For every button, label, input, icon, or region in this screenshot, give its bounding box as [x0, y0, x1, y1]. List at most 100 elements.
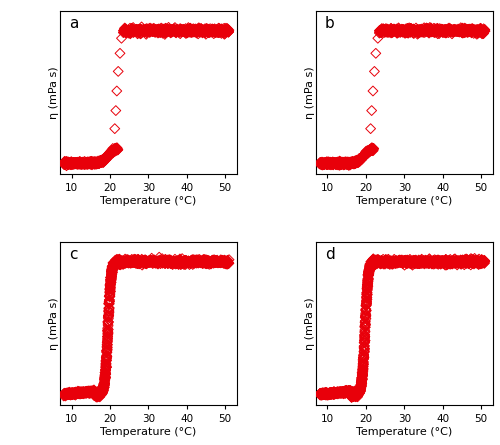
Point: [368, 146, 376, 154]
Point: [450, 28, 458, 35]
Point: [80, 158, 88, 165]
Point: [449, 27, 457, 34]
Point: [360, 337, 368, 344]
Point: [323, 389, 331, 396]
Point: [335, 389, 343, 396]
Point: [202, 258, 210, 265]
Point: [396, 26, 404, 33]
Point: [142, 260, 150, 267]
Point: [369, 145, 377, 152]
Point: [205, 258, 213, 265]
Point: [95, 389, 103, 396]
Point: [96, 158, 104, 166]
Point: [129, 27, 137, 34]
Point: [130, 28, 138, 35]
Point: [177, 261, 185, 268]
Point: [206, 25, 214, 32]
Point: [410, 26, 418, 33]
Point: [442, 26, 450, 33]
Point: [64, 391, 72, 398]
Point: [130, 28, 138, 35]
Point: [224, 28, 232, 35]
Point: [341, 159, 349, 166]
Point: [82, 388, 90, 395]
Point: [200, 26, 207, 33]
Point: [359, 358, 367, 365]
Point: [362, 306, 370, 313]
Point: [334, 161, 342, 168]
Point: [432, 257, 440, 264]
Point: [418, 258, 426, 265]
Point: [434, 261, 442, 268]
Point: [92, 392, 100, 399]
Point: [126, 258, 134, 265]
Point: [192, 259, 200, 266]
Point: [453, 28, 461, 35]
Point: [102, 356, 110, 363]
Point: [95, 389, 103, 396]
Point: [377, 260, 385, 267]
Point: [66, 158, 74, 166]
Point: [166, 258, 173, 265]
Point: [366, 147, 374, 154]
Point: [83, 389, 91, 396]
Point: [358, 375, 366, 382]
Point: [373, 258, 381, 265]
Point: [76, 388, 84, 395]
Point: [94, 389, 102, 396]
Point: [336, 389, 344, 396]
Point: [114, 258, 122, 265]
Point: [65, 159, 73, 166]
Point: [192, 257, 200, 264]
Point: [111, 260, 119, 267]
Point: [101, 155, 109, 162]
Point: [208, 259, 216, 266]
Point: [354, 389, 362, 396]
Point: [216, 259, 224, 266]
Point: [348, 389, 356, 396]
Point: [101, 372, 109, 380]
Point: [205, 257, 213, 264]
Point: [433, 26, 441, 33]
Point: [436, 258, 444, 265]
Point: [95, 159, 103, 166]
Point: [94, 389, 102, 396]
Point: [102, 352, 110, 359]
Point: [336, 159, 344, 166]
Point: [66, 160, 74, 167]
Point: [90, 160, 98, 167]
Point: [140, 259, 147, 267]
Point: [432, 259, 440, 267]
Point: [344, 160, 351, 167]
Point: [85, 160, 93, 167]
Point: [436, 258, 444, 265]
Point: [410, 26, 418, 33]
Point: [204, 28, 212, 35]
Point: [347, 392, 355, 399]
Point: [440, 259, 448, 266]
Point: [100, 385, 108, 392]
Point: [84, 160, 92, 167]
Point: [207, 259, 215, 266]
Point: [390, 26, 398, 33]
Point: [110, 260, 118, 267]
Point: [445, 257, 453, 264]
Point: [446, 261, 454, 268]
Point: [368, 258, 376, 265]
Point: [400, 28, 408, 35]
Point: [114, 259, 122, 266]
Point: [118, 260, 126, 267]
Point: [384, 258, 392, 265]
Point: [364, 150, 372, 157]
Point: [442, 28, 450, 35]
Point: [386, 28, 394, 35]
Point: [106, 150, 114, 157]
Point: [423, 257, 431, 264]
Point: [62, 160, 70, 167]
Point: [108, 274, 116, 281]
Point: [72, 389, 80, 396]
Point: [362, 149, 370, 156]
Point: [372, 258, 380, 265]
Point: [131, 257, 139, 264]
Point: [383, 258, 391, 265]
